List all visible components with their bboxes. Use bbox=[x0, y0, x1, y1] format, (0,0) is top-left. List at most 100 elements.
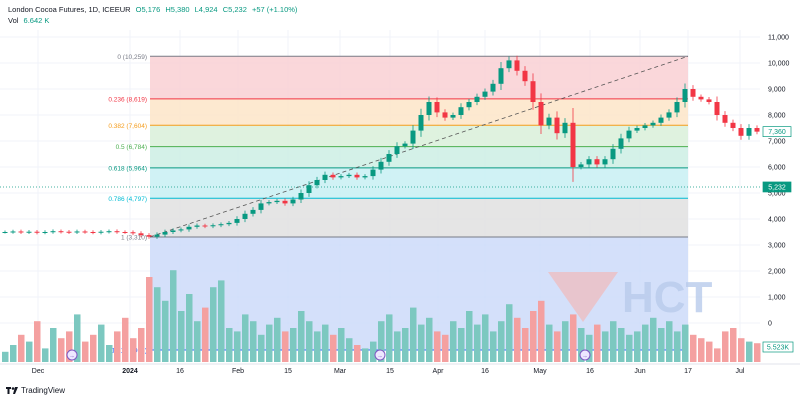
legend-header: London Cocoa Futures, 1D, ICEEUR O5,176 … bbox=[8, 5, 297, 14]
volume-value: 6.642 K bbox=[23, 16, 50, 25]
volume-bar bbox=[330, 334, 337, 362]
candle-body bbox=[394, 146, 400, 154]
volume-bar bbox=[442, 334, 449, 362]
volume-label-box bbox=[762, 341, 794, 353]
y-axis-tick: 7,000 bbox=[768, 139, 786, 146]
volume-legend: Vol 6.642 K bbox=[8, 16, 49, 25]
volume-bar bbox=[490, 331, 497, 362]
x-axis-tick: Apr bbox=[433, 368, 445, 375]
fib-zone bbox=[150, 146, 688, 168]
volume-bar bbox=[114, 331, 121, 362]
candle-body bbox=[434, 102, 440, 113]
candle-body bbox=[698, 96, 704, 100]
x-axis-tick: 17 bbox=[684, 368, 692, 375]
candle-body bbox=[146, 235, 152, 237]
candle-body bbox=[690, 89, 696, 97]
candle-body bbox=[250, 209, 256, 214]
volume-bar bbox=[226, 328, 233, 362]
candle-body bbox=[426, 102, 432, 115]
x-axis-tick: 16 bbox=[481, 368, 489, 375]
event-arrow-icon: → bbox=[377, 354, 383, 360]
candle-body bbox=[626, 130, 632, 139]
change-value: +57 (+1.10%) bbox=[251, 5, 298, 14]
candle-body bbox=[458, 107, 464, 115]
candle-body bbox=[450, 115, 456, 118]
candle-body bbox=[194, 225, 200, 227]
volume-bar bbox=[386, 314, 393, 362]
volume-bar bbox=[106, 345, 113, 362]
volume-bar bbox=[250, 321, 257, 362]
y-axis-tick: 8,000 bbox=[768, 113, 786, 120]
candle-body bbox=[98, 231, 104, 233]
candle-body bbox=[258, 203, 264, 210]
candle-body bbox=[546, 117, 552, 126]
volume-bar bbox=[210, 287, 217, 362]
volume-bar bbox=[50, 328, 57, 362]
tradingview-branding[interactable]: TradingView bbox=[6, 386, 65, 395]
candle-body bbox=[594, 159, 600, 165]
volume-bar bbox=[426, 317, 433, 362]
volume-bar bbox=[66, 331, 73, 362]
candle-body bbox=[634, 128, 640, 131]
volume-bar bbox=[162, 300, 169, 362]
volume-bar bbox=[370, 341, 377, 362]
candle-body bbox=[666, 112, 672, 118]
y-axis-tick: 9,000 bbox=[768, 87, 786, 94]
volume-bar bbox=[26, 341, 33, 362]
price-chart[interactable]: 0 (10,259) 0.236 (8,619) 0.382 (7,604) 0.5 … bbox=[0, 0, 800, 385]
candle-body bbox=[234, 219, 240, 223]
volume-bar bbox=[42, 348, 49, 362]
candle-body bbox=[90, 232, 96, 233]
candle-body bbox=[482, 91, 488, 97]
candle-body bbox=[466, 102, 472, 108]
fib-zone bbox=[150, 198, 688, 237]
volume-bar bbox=[682, 324, 689, 362]
candle-body bbox=[338, 176, 344, 178]
candle-body bbox=[330, 174, 336, 178]
volume-bar bbox=[618, 328, 625, 362]
volume-bar bbox=[338, 328, 345, 362]
volume-bar bbox=[418, 324, 425, 362]
watermark-logo-icon bbox=[548, 272, 618, 322]
volume-bar bbox=[138, 328, 145, 362]
candle-body bbox=[490, 83, 496, 92]
volume-bar bbox=[290, 328, 297, 362]
candle-body bbox=[746, 128, 752, 136]
candle-body bbox=[282, 200, 288, 204]
candle-body bbox=[610, 148, 616, 160]
volume-bar bbox=[722, 331, 729, 362]
volume-bar bbox=[698, 338, 705, 362]
x-axis-tick: 2024 bbox=[122, 368, 138, 375]
volume-bar bbox=[602, 331, 609, 362]
candle-body bbox=[82, 231, 88, 233]
candle-body bbox=[714, 102, 720, 115]
volume-bar bbox=[282, 331, 289, 362]
volume-bar bbox=[186, 294, 193, 362]
candle-body bbox=[738, 128, 744, 136]
volume-bar bbox=[658, 328, 665, 362]
price-label: 7,360 bbox=[768, 129, 786, 136]
candle-body bbox=[498, 68, 504, 84]
candle-body bbox=[66, 231, 72, 233]
volume-bar bbox=[298, 311, 305, 362]
volume-label: Vol bbox=[8, 16, 19, 25]
candle-body bbox=[202, 225, 208, 227]
volume-bar bbox=[378, 321, 385, 362]
candle-body bbox=[298, 193, 304, 200]
candle-body bbox=[218, 224, 224, 226]
volume-bar bbox=[170, 270, 177, 362]
y-axis-tick: 11,000 bbox=[768, 35, 789, 42]
volume-price-label: 5.523K bbox=[767, 345, 790, 352]
candle-body bbox=[18, 231, 24, 233]
volume-bar bbox=[274, 317, 281, 362]
volume-bar bbox=[562, 321, 569, 362]
candle-body bbox=[386, 154, 392, 162]
x-axis-tick: Mar bbox=[334, 368, 347, 375]
candle-body bbox=[562, 122, 568, 134]
fib-level-label: 1.618 (-985) bbox=[112, 348, 147, 355]
volume-bar bbox=[346, 338, 353, 362]
candle-body bbox=[106, 231, 112, 233]
volume-bar bbox=[458, 328, 465, 362]
candle-body bbox=[658, 117, 664, 123]
